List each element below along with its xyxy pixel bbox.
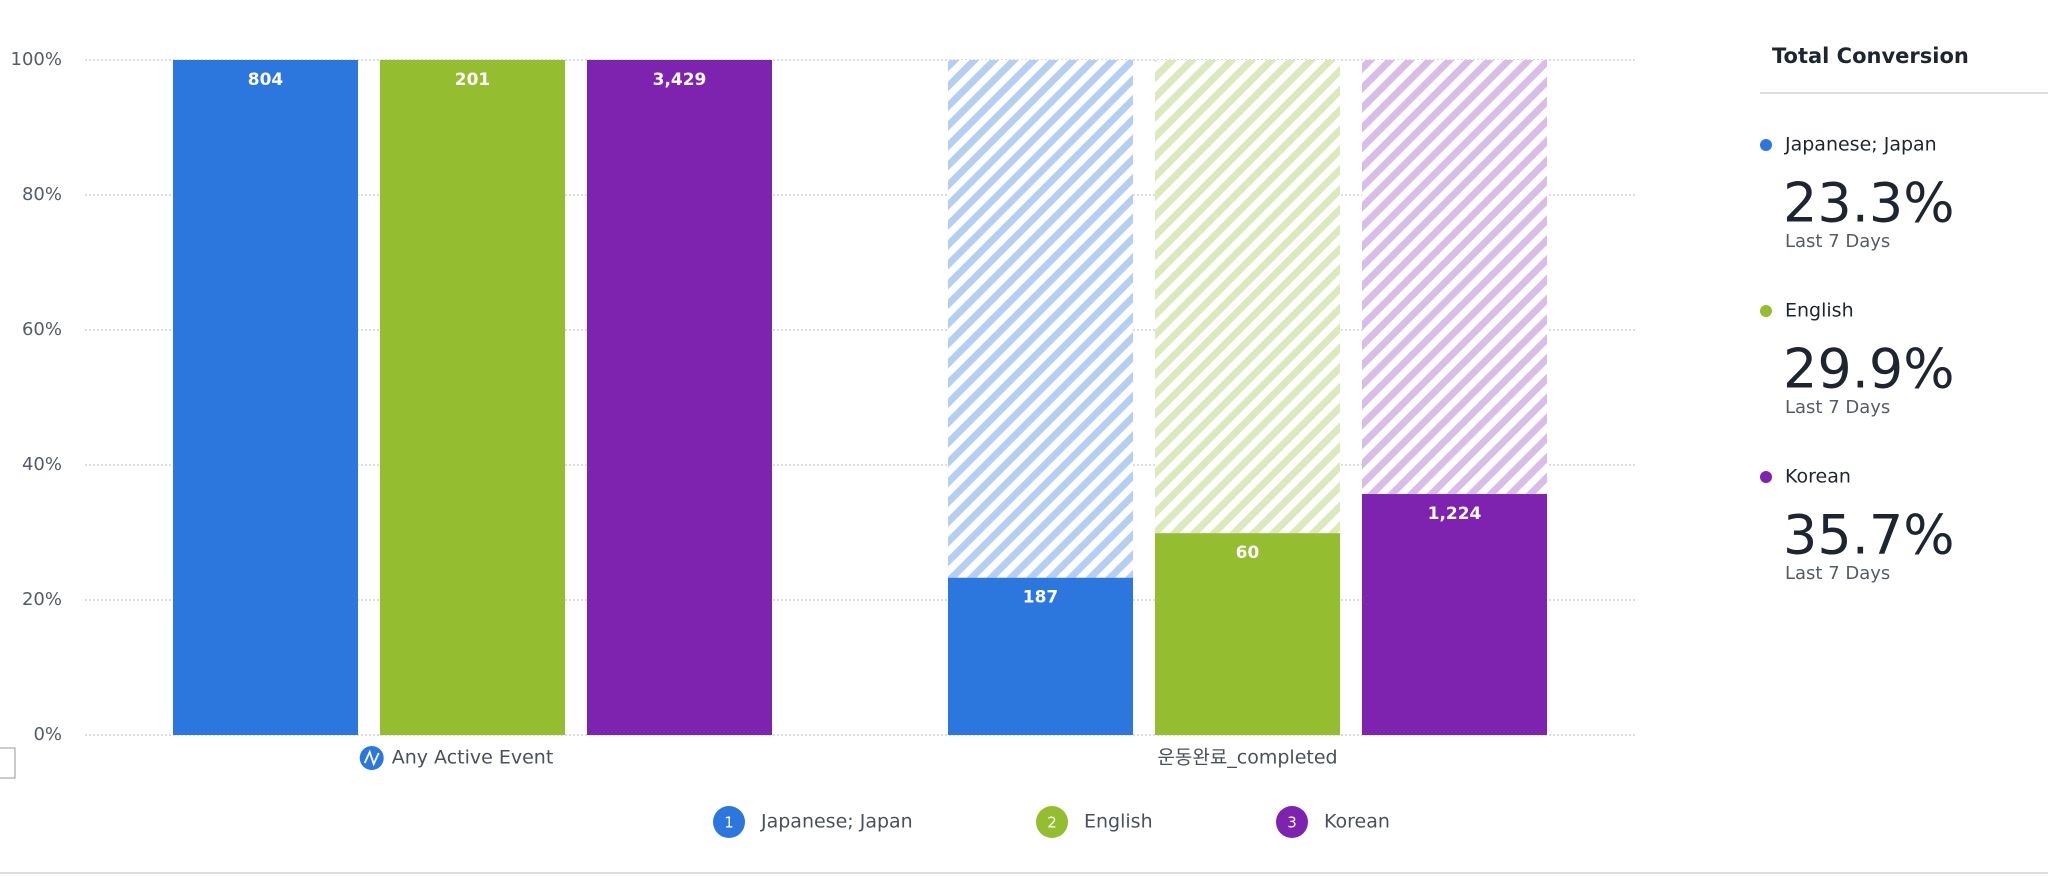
y-tick-label: 100%: [11, 49, 62, 70]
panel-name: Korean: [1785, 466, 1851, 488]
legend-badge: 2: [1047, 814, 1057, 832]
legend-badge: 3: [1287, 814, 1297, 832]
panel-dot: [1760, 139, 1772, 151]
panel-period: Last 7 Days: [1785, 231, 1890, 252]
y-tick-label: 80%: [22, 184, 62, 205]
legend-label: Japanese; Japan: [760, 811, 913, 833]
value-label: 804: [248, 70, 284, 90]
value-label: 3,429: [653, 70, 707, 90]
bar: [173, 60, 358, 735]
legend-label: Korean: [1324, 811, 1390, 833]
x-tick-label: Any Active Event: [392, 747, 554, 769]
y-tick-label: 60%: [22, 319, 62, 340]
collapse-button[interactable]: [0, 747, 16, 779]
bar: [587, 60, 772, 735]
x-tick-label: 운동완료_completed: [1157, 747, 1337, 769]
legend-badge-circle: [1276, 806, 1308, 838]
y-tick-label: 20%: [22, 589, 62, 610]
legend-badge-circle: [713, 806, 745, 838]
legend-label: English: [1084, 811, 1153, 833]
drop-off: [948, 60, 1133, 578]
drop-off: [1155, 60, 1340, 534]
value-label: 201: [455, 70, 491, 90]
value-label: 1,224: [1428, 504, 1482, 524]
panel-value: 23.3%: [1783, 172, 1955, 235]
panel-dot: [1760, 471, 1772, 483]
drop-off: [1362, 60, 1547, 495]
value-label: 187: [1023, 588, 1059, 608]
panel-value: 29.9%: [1783, 338, 1955, 401]
panel-name: English: [1785, 300, 1854, 322]
panel-period: Last 7 Days: [1785, 563, 1890, 584]
panel-period: Last 7 Days: [1785, 397, 1890, 418]
panel-name: Japanese; Japan: [1784, 134, 1937, 156]
panel-value: 35.7%: [1783, 504, 1955, 567]
y-tick-label: 40%: [22, 454, 62, 475]
legend-badge-circle: [1036, 806, 1068, 838]
panel-title: Total Conversion: [1772, 44, 1969, 68]
bar: [1155, 533, 1340, 735]
bar: [1362, 494, 1547, 735]
legend-badge: 1: [724, 814, 734, 832]
event-icon-glyph: [363, 749, 380, 767]
panel-dot: [1760, 305, 1772, 317]
value-label: 60: [1236, 543, 1260, 563]
y-tick-label: 0%: [33, 724, 62, 745]
bar: [380, 60, 565, 735]
bar: [948, 577, 1133, 735]
